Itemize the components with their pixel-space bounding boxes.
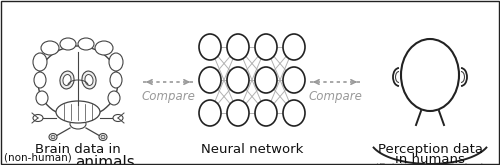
Text: Compare: Compare xyxy=(141,90,195,103)
Ellipse shape xyxy=(255,100,277,126)
Text: in humans: in humans xyxy=(395,153,465,165)
Ellipse shape xyxy=(109,53,123,71)
Text: Brain data in: Brain data in xyxy=(35,143,121,156)
Ellipse shape xyxy=(283,34,305,60)
Text: Compare: Compare xyxy=(308,90,362,103)
Ellipse shape xyxy=(85,75,93,85)
Ellipse shape xyxy=(227,100,249,126)
Ellipse shape xyxy=(255,67,277,93)
Ellipse shape xyxy=(63,75,71,85)
Ellipse shape xyxy=(227,67,249,93)
Ellipse shape xyxy=(101,135,105,139)
Ellipse shape xyxy=(60,71,74,89)
Ellipse shape xyxy=(283,100,305,126)
Ellipse shape xyxy=(33,53,47,71)
Ellipse shape xyxy=(82,71,96,89)
Ellipse shape xyxy=(41,41,59,55)
Ellipse shape xyxy=(227,34,249,60)
Ellipse shape xyxy=(49,133,57,141)
Text: Neural network: Neural network xyxy=(201,143,303,156)
Text: animals: animals xyxy=(75,155,135,165)
Ellipse shape xyxy=(199,34,221,60)
Ellipse shape xyxy=(108,91,120,105)
Ellipse shape xyxy=(199,67,221,93)
Ellipse shape xyxy=(51,135,55,139)
Ellipse shape xyxy=(60,38,76,50)
Ellipse shape xyxy=(99,133,107,141)
Ellipse shape xyxy=(113,115,123,121)
Ellipse shape xyxy=(56,101,100,123)
Text: Perception data: Perception data xyxy=(378,143,482,156)
Ellipse shape xyxy=(34,72,46,88)
Ellipse shape xyxy=(95,41,113,55)
Text: (Existing knowledge): (Existing knowledge) xyxy=(376,163,484,165)
Ellipse shape xyxy=(33,115,43,121)
Ellipse shape xyxy=(199,100,221,126)
Ellipse shape xyxy=(70,119,86,129)
Ellipse shape xyxy=(255,34,277,60)
Ellipse shape xyxy=(36,91,48,105)
Ellipse shape xyxy=(38,46,118,118)
Ellipse shape xyxy=(78,38,94,50)
Ellipse shape xyxy=(401,39,459,111)
Ellipse shape xyxy=(110,72,122,88)
Text: (non-human): (non-human) xyxy=(4,153,75,163)
Ellipse shape xyxy=(283,67,305,93)
